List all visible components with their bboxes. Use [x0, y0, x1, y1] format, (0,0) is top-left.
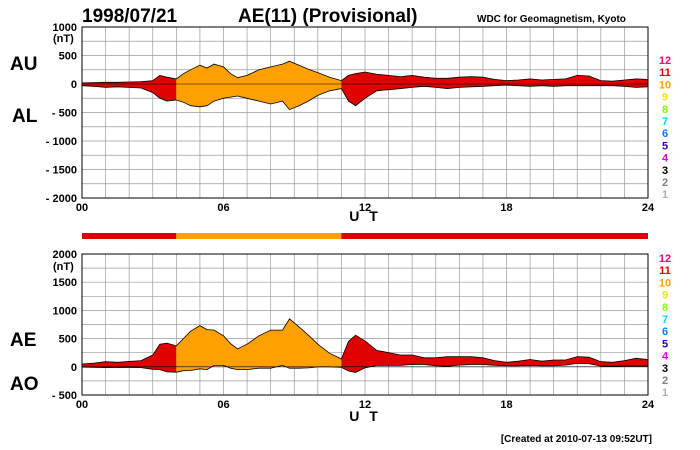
status-segment-level-11	[341, 233, 648, 239]
upper-envelope-line	[81, 60, 649, 84]
upper-envelope-line	[81, 318, 649, 365]
legend-level-12: 12	[659, 55, 671, 67]
index-title: AE(11) (Provisional)	[238, 6, 418, 27]
legend-level-5: 5	[662, 338, 668, 350]
x-tick-label: 06	[217, 202, 229, 214]
status-segment-level-11	[82, 233, 177, 239]
plot-frame	[81, 26, 649, 199]
x-tick-label: 18	[500, 202, 512, 214]
legend-level-10: 10	[659, 277, 671, 289]
x-tick-label: 24	[642, 399, 655, 411]
legend-level-9: 9	[662, 92, 668, 104]
x-tick-label: 18	[500, 399, 512, 411]
legend-level-4: 4	[662, 351, 669, 363]
y-tick-label: 500	[59, 334, 77, 346]
legend-level-2: 2	[662, 375, 668, 387]
x-tick-label: 12	[359, 202, 371, 214]
x-tick-label: 12	[359, 399, 371, 411]
unit-label-bottom: (nT)	[53, 261, 74, 273]
ut-axis-label-top: U T	[349, 208, 381, 224]
legend-level-1: 1	[662, 387, 668, 399]
y-tick-label: - 2000	[46, 193, 77, 205]
y-tick-label: 2000	[53, 249, 77, 261]
legend-level-1: 1	[662, 189, 668, 201]
activity-level-bar	[82, 233, 648, 239]
legend-level-9: 9	[662, 290, 668, 302]
x-tick-label: 06	[217, 399, 229, 411]
source-label: WDC for Geomagnetism, Kyoto	[477, 14, 626, 25]
activity-area-level-10	[176, 61, 342, 110]
legend-level-8: 8	[662, 104, 668, 116]
x-tick-label: 24	[642, 202, 655, 214]
legend-level-6: 6	[662, 128, 668, 140]
date-title: 1998/07/21	[82, 6, 178, 27]
y-tick-label: - 1500	[46, 165, 77, 177]
status-segment-level-10	[176, 233, 342, 239]
ae-label: AE	[10, 330, 36, 351]
y-tick-label: - 1000	[46, 136, 77, 148]
activity-area-level-11	[341, 335, 648, 373]
y-tick-label: 1000	[53, 305, 77, 317]
activity-area-level-11	[341, 72, 648, 106]
created-timestamp: [Created at 2010-07-13 09:52UT]	[501, 434, 652, 445]
plot-frame	[81, 253, 649, 396]
legend-level-2: 2	[662, 177, 668, 189]
legend-level-7: 7	[662, 116, 668, 128]
legend-level-11: 11	[659, 67, 671, 79]
y-tick-label: 500	[59, 51, 77, 63]
unit-label-top: (nT)	[53, 33, 74, 45]
legend-level-8: 8	[662, 302, 668, 314]
y-tick-label: 0	[71, 362, 77, 374]
legend-level-6: 6	[662, 326, 668, 338]
ao-label: AO	[10, 374, 39, 395]
legend-level-10: 10	[659, 79, 671, 91]
activity-area-level-11	[82, 75, 177, 102]
y-tick-label: 0	[71, 79, 77, 91]
lower-envelope-line	[81, 84, 649, 111]
legend-level-12: 12	[659, 253, 671, 265]
y-tick-label: - 500	[52, 390, 77, 402]
legend-level-5: 5	[662, 140, 668, 152]
activity-area-level-10	[176, 318, 342, 373]
y-tick-label: 1500	[53, 277, 77, 289]
legend-level-3: 3	[662, 165, 668, 177]
legend-level-4: 4	[662, 153, 669, 165]
y-tick-label: - 500	[52, 108, 77, 120]
activity-area-level-11	[82, 343, 177, 373]
ut-axis-label-bottom: U T	[349, 408, 381, 424]
legend-level-11: 11	[659, 265, 671, 277]
al-label: AL	[12, 106, 38, 127]
x-tick-label: 00	[76, 202, 88, 214]
legend-level-7: 7	[662, 314, 668, 326]
y-tick-label: 1000	[53, 22, 77, 34]
x-tick-label: 00	[76, 399, 88, 411]
au-label: AU	[10, 54, 37, 75]
lower-envelope-line	[81, 362, 648, 373]
legend-level-3: 3	[662, 363, 668, 375]
